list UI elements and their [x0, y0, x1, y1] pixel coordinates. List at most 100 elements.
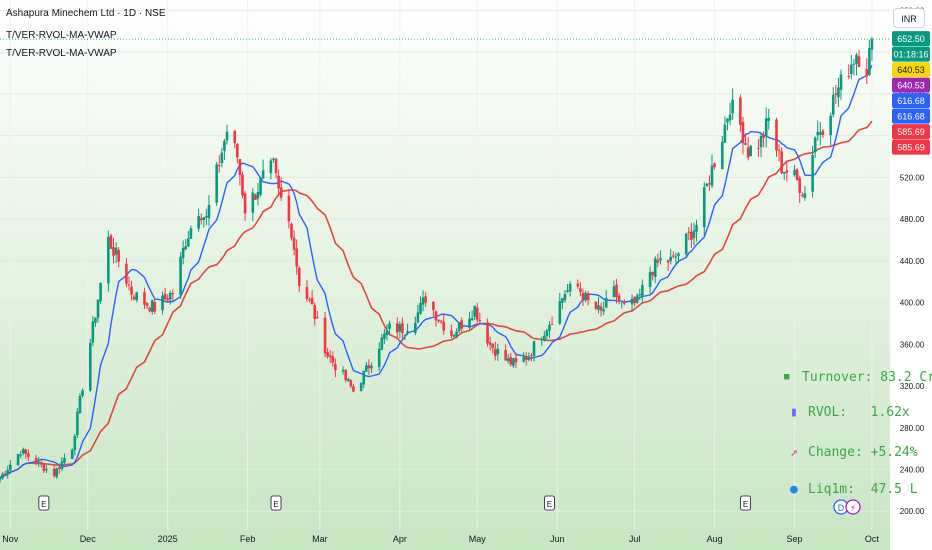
candle-body: [488, 342, 492, 345]
candle-body: [834, 93, 838, 95]
candle-body: [187, 238, 190, 247]
candle-body: [308, 299, 311, 301]
candle-body: [346, 379, 350, 381]
candle-body: [1, 473, 4, 479]
candle-body: [127, 284, 131, 286]
candle-body: [88, 342, 92, 391]
bottom-tools[interactable]: D ⚡: [833, 499, 861, 515]
candle-body: [424, 296, 427, 303]
candle-body: [460, 320, 464, 329]
candle-body: [514, 357, 518, 363]
candle-body: [566, 290, 569, 293]
candle-body: [602, 309, 605, 312]
candle-body: [612, 286, 616, 297]
symbol-title[interactable]: Ashapura Minechem Ltd · 1D · NSE: [6, 8, 166, 19]
candle-body: [388, 323, 391, 329]
price-label-text: 640.53: [897, 65, 925, 75]
candle-body: [630, 298, 634, 305]
candle-body: [37, 461, 40, 464]
earnings-marker-letter: E: [547, 500, 552, 509]
candle-body: [292, 237, 296, 250]
candle-body: [377, 348, 381, 368]
candle-body: [290, 223, 293, 238]
candle-body: [189, 228, 193, 239]
candle-body: [287, 195, 291, 222]
price-label-box: [892, 139, 930, 155]
price-label-text: 585.69: [897, 127, 925, 137]
candle-body: [586, 293, 590, 301]
indicator-label-1[interactable]: T/VER-RVOL-MA-VWAP: [6, 30, 117, 41]
candle-body: [163, 293, 167, 300]
candle-body: [847, 76, 851, 78]
lightning-icon-glyph: ⚡: [850, 504, 856, 514]
candle-body: [328, 355, 332, 358]
candle-body: [434, 311, 438, 321]
candle-body: [27, 453, 30, 458]
y-tick-label: 200.00: [900, 507, 925, 516]
candle-body: [217, 165, 221, 167]
candle-body: [148, 307, 151, 312]
candle-body: [561, 298, 564, 303]
candle-body: [829, 115, 832, 135]
candle-body: [161, 295, 164, 311]
candle-body: [690, 231, 693, 240]
candle-body: [310, 298, 314, 305]
price-label-box: [892, 31, 930, 47]
candle-body: [764, 118, 768, 137]
candle-body: [819, 132, 822, 135]
candle-body: [236, 143, 239, 158]
currency-button[interactable]: INR: [893, 8, 925, 28]
candle-body: [352, 386, 355, 392]
earnings-marker: [38, 495, 50, 511]
candle-body: [594, 301, 598, 309]
candle-body: [437, 319, 440, 322]
candle-body: [277, 175, 280, 189]
candle-body: [540, 339, 544, 341]
y-tick-label: 480.00: [900, 215, 925, 224]
candle-body: [107, 237, 110, 284]
candle-body: [349, 380, 353, 387]
bar-chart-icon: ▮: [790, 405, 798, 420]
candle-body: [184, 246, 188, 250]
candle-body: [256, 192, 260, 199]
candle-body: [558, 301, 562, 324]
candle-body: [757, 147, 760, 149]
ma-slow-path: [0, 120, 873, 479]
price-label-text: 616.68: [897, 96, 925, 106]
price-label-box: [892, 93, 930, 109]
candle-body: [491, 343, 495, 349]
candle-body: [785, 170, 789, 173]
candle-body: [215, 164, 218, 203]
candle-body: [385, 330, 389, 335]
candle-body: [21, 449, 25, 454]
candle-body: [475, 307, 479, 320]
earnings-marker-letter: E: [41, 500, 46, 509]
candle-body: [584, 292, 587, 301]
candle-body: [659, 258, 662, 261]
candle-body: [622, 302, 626, 304]
stat-turnover-text: Turnover: 83.2 Cr: [802, 370, 932, 385]
candle-body: [604, 297, 608, 308]
candle-body: [344, 370, 347, 381]
candle-body: [741, 121, 745, 144]
y-tick-label: 280.00: [900, 424, 925, 433]
candle-body: [850, 64, 853, 75]
candle-body: [638, 294, 642, 296]
lightning-icon[interactable]: [845, 499, 861, 515]
stat-change: ↗ Change: +5.24%: [790, 445, 918, 460]
candle-body: [468, 318, 471, 328]
candle-body: [171, 293, 175, 295]
candle-body: [166, 298, 169, 301]
candle-body: [238, 158, 242, 176]
candle-body: [713, 163, 716, 168]
indicator-label-2[interactable]: T/VER-RVOL-MA-VWAP: [6, 48, 117, 59]
candle-body: [597, 305, 600, 310]
candle-body: [96, 299, 100, 318]
candle-body: [419, 303, 422, 314]
candle-body: [579, 288, 582, 292]
candle-body: [865, 69, 869, 77]
candle-body: [795, 169, 799, 180]
price-label-text: 640.53: [897, 81, 925, 91]
candle-body: [442, 321, 446, 331]
